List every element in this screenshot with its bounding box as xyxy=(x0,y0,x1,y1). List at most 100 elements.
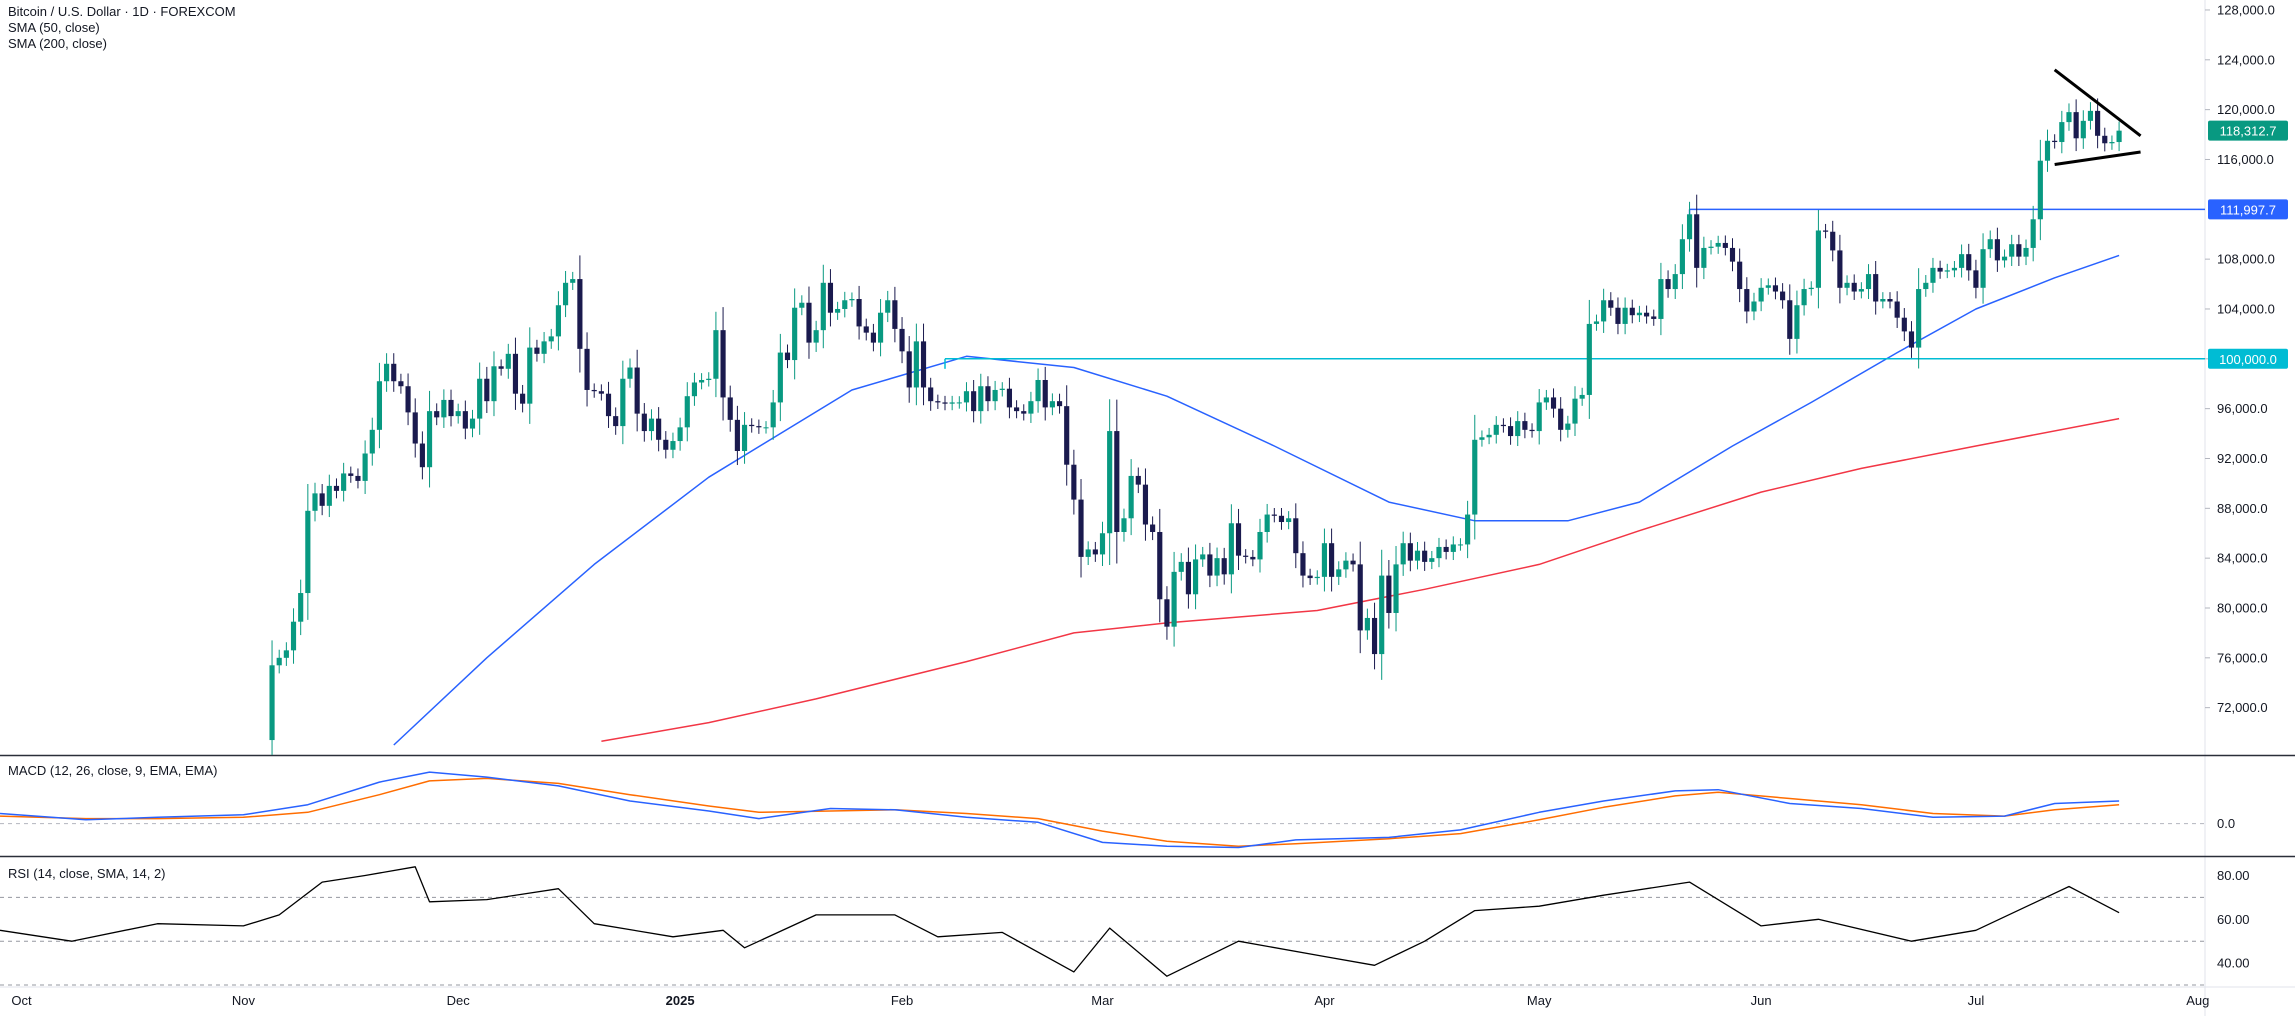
price-tick-label: 92,000.0 xyxy=(2217,451,2268,466)
candle-body xyxy=(2059,122,2065,143)
candle-body xyxy=(1608,300,1614,308)
candle-body xyxy=(1235,523,1242,556)
candle-body xyxy=(1615,307,1621,324)
date-tick-label: Feb xyxy=(891,993,913,1008)
candle-body xyxy=(1307,575,1313,579)
candle-body xyxy=(1321,543,1328,577)
sma50-line xyxy=(393,254,2120,746)
candle-body xyxy=(956,402,962,404)
candle-body xyxy=(942,402,948,404)
candle-body xyxy=(727,397,733,420)
candle-body xyxy=(477,378,483,419)
candle-body xyxy=(906,351,912,388)
candle-body xyxy=(613,416,619,427)
candle-body xyxy=(1200,554,1206,560)
candle-body xyxy=(870,332,876,343)
candle-body xyxy=(1114,431,1120,532)
rsi-line xyxy=(0,866,2120,977)
candle-body xyxy=(469,418,476,429)
candle-body xyxy=(2009,244,2015,257)
candle-body xyxy=(1737,261,1743,290)
candle-body xyxy=(835,308,841,313)
candle-body xyxy=(1472,439,1478,515)
candle-body xyxy=(1214,558,1220,576)
macd-tick-label: 0.0 xyxy=(2217,816,2235,831)
macd-line xyxy=(0,771,2120,849)
candle-body xyxy=(1694,214,1700,268)
candle-body xyxy=(734,419,740,452)
resistance-price-label: 111,997.7 xyxy=(2220,202,2276,217)
candle-body xyxy=(1658,279,1664,319)
candle-body xyxy=(1887,299,1893,302)
candle-body xyxy=(1379,575,1385,655)
candle-body xyxy=(391,363,397,382)
candle-body xyxy=(290,621,297,651)
candle-body xyxy=(1221,558,1227,575)
candle-body xyxy=(398,381,404,387)
candle-body xyxy=(1572,398,1578,424)
candle-body xyxy=(842,300,848,309)
candle-body xyxy=(1959,254,1965,268)
candle-body xyxy=(520,393,526,404)
price-tick-label: 116,000.0 xyxy=(2217,152,2274,167)
candle-body xyxy=(2052,140,2058,143)
candle-body xyxy=(1300,553,1306,576)
date-tick-label: Dec xyxy=(447,993,471,1008)
candle-body xyxy=(1264,514,1270,532)
candle-body xyxy=(269,665,275,741)
candle-body xyxy=(1858,289,1864,292)
candle-body xyxy=(877,312,884,343)
candle-body xyxy=(1192,559,1199,595)
candle-body xyxy=(491,366,497,402)
candle-body xyxy=(627,367,633,379)
candle-body xyxy=(577,279,583,349)
candle-body xyxy=(598,391,604,394)
support-price-label: 100,000.0 xyxy=(2219,352,2277,367)
candle-body xyxy=(920,341,927,388)
candle-body xyxy=(691,382,698,397)
candle-body xyxy=(856,299,862,327)
candle-body xyxy=(1601,300,1607,322)
price-tick-label: 124,000.0 xyxy=(2217,52,2275,67)
candle-body xyxy=(534,347,540,354)
candle-body xyxy=(505,353,511,369)
candle-body xyxy=(1629,307,1635,316)
candle-body xyxy=(992,389,998,402)
candle-body xyxy=(276,657,282,666)
candle-body xyxy=(1178,561,1184,572)
candle-body xyxy=(1558,408,1564,430)
candle-body xyxy=(434,411,440,418)
date-tick-label: 2025 xyxy=(666,993,695,1008)
candle-body xyxy=(1486,434,1492,438)
candle-body xyxy=(1536,402,1542,432)
candle-body xyxy=(1329,543,1335,577)
candle-body xyxy=(1980,249,1986,288)
candle-body xyxy=(1071,464,1077,500)
candle-body xyxy=(1271,514,1277,516)
candle-body xyxy=(448,399,454,417)
candle-body xyxy=(634,367,640,414)
price-tick-label: 104,000.0 xyxy=(2217,301,2275,316)
candle-body xyxy=(1994,239,2000,261)
candle-body xyxy=(484,378,490,402)
candle-body xyxy=(2095,110,2101,136)
candle-body xyxy=(1364,617,1370,631)
candle-body xyxy=(1085,549,1091,557)
candle-body xyxy=(1651,316,1657,319)
candle-body xyxy=(1930,267,1936,283)
candle-body xyxy=(1837,250,1843,288)
candle-body xyxy=(1636,312,1643,316)
rsi-tick-label: 80.00 xyxy=(2217,868,2250,883)
candle-body xyxy=(620,378,626,427)
candle-body xyxy=(1021,411,1027,414)
candle-body xyxy=(756,426,762,428)
candle-body xyxy=(326,485,332,506)
candle-body xyxy=(763,427,769,429)
candle-body xyxy=(1644,312,1650,317)
price-tick-label: 128,000.0 xyxy=(2217,2,2275,17)
candle-body xyxy=(1414,550,1421,561)
candle-body xyxy=(2116,130,2122,143)
candle-body xyxy=(319,493,325,506)
candle-body xyxy=(541,341,547,354)
